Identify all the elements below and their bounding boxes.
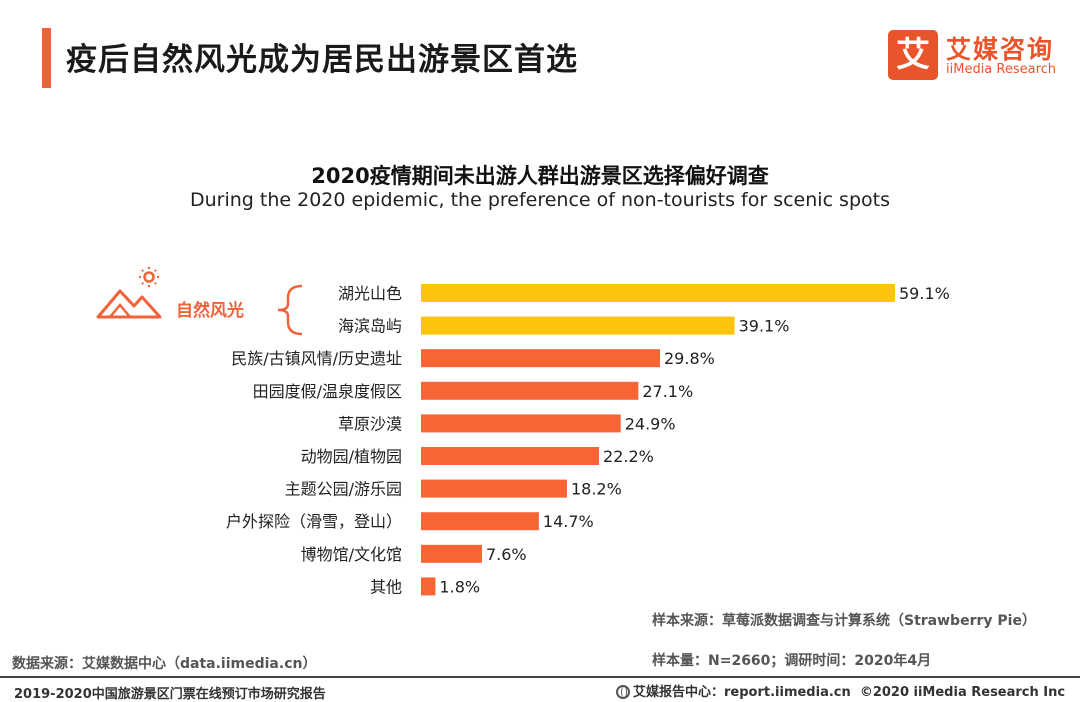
group-label: 自然风光 <box>176 300 244 321</box>
bar <box>421 447 600 465</box>
category-label: 海滨岛屿 <box>338 317 402 336</box>
mountain-sun-icon <box>96 267 162 319</box>
bar <box>421 349 661 368</box>
bar <box>421 479 567 498</box>
category-label: 动物园/植物园 <box>301 447 402 466</box>
bar <box>421 577 436 596</box>
category-label: 草原沙漠 <box>338 414 402 433</box>
sample-size: 样本量：N=2660；调研时间：2020年4月 <box>652 653 932 669</box>
title-accent-bar <box>42 28 51 88</box>
page-title: 疫后自然风光成为居民出游景区首选 <box>66 42 578 78</box>
value-label: 14.7% <box>543 512 594 531</box>
globe-icon <box>616 685 630 699</box>
data-source: 数据来源：艾媒数据中心（data.iimedia.cn） <box>12 656 317 672</box>
category-label: 民族/古镇风情/历史遗址 <box>231 349 402 368</box>
bar <box>421 414 621 433</box>
category-label: 其他 <box>370 577 402 596</box>
report-name: 2019-2020中国旅游景区门票在线预订市场研究报告 <box>14 687 326 702</box>
copyright: ©2020 iiMedia Research Inc <box>859 685 1066 700</box>
report-center: 艾媒报告中心：report.iimedia.cn ©2020 iiMedia R… <box>616 681 1065 700</box>
category-label: 主题公园/游乐园 <box>285 480 402 499</box>
value-label: 22.2% <box>603 447 654 466</box>
group-brace <box>277 284 303 336</box>
value-label: 59.1% <box>899 284 950 303</box>
category-label: 田园度假/温泉度假区 <box>253 382 402 401</box>
value-label: 7.6% <box>486 545 527 564</box>
logo-chinese-name: 艾媒咨询 <box>946 35 1055 64</box>
sample-source: 样本来源：草莓派数据调查与计算系统（Strawberry Pie） <box>652 613 1036 629</box>
logo-mark: 艾 <box>888 30 938 80</box>
category-label: 湖光山色 <box>338 284 402 303</box>
report-center-text: 艾媒报告中心：report.iimedia.cn <box>633 685 851 700</box>
bar <box>421 316 735 335</box>
value-label: 18.2% <box>571 480 622 499</box>
category-label: 博物馆/文化馆 <box>301 545 402 564</box>
chart-subtitle: During the 2020 epidemic, the preference… <box>189 189 890 211</box>
footer-divider <box>0 676 1080 678</box>
bar <box>421 381 639 400</box>
chart-title: 2020疫情期间未出游人群出游景区选择偏好调查 <box>311 164 769 188</box>
iimedia-logo: 艾 艾媒咨询 iiMedia Research <box>888 30 1068 84</box>
bar <box>421 284 895 302</box>
logo-english-name: iiMedia Research <box>946 62 1057 77</box>
value-label: 24.9% <box>625 414 676 433</box>
value-label: 1.8% <box>439 577 480 596</box>
category-label: 户外探险（滑雪，登山） <box>226 512 402 531</box>
value-label: 27.1% <box>642 382 693 401</box>
bar <box>421 544 482 563</box>
value-label: 39.1% <box>739 317 790 336</box>
value-label: 29.8% <box>664 349 715 368</box>
bar <box>421 512 539 531</box>
